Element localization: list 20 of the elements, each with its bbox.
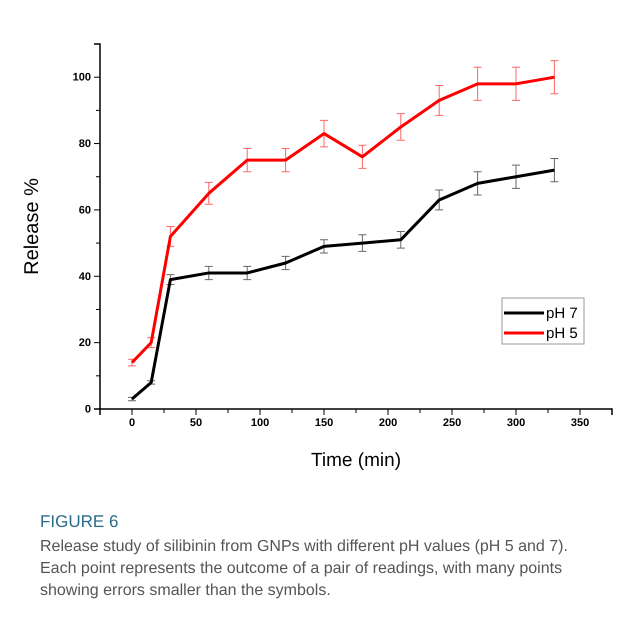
x-tick-label: 0 <box>128 416 136 429</box>
x-tick-label: 300 <box>506 416 526 429</box>
x-tick-label: 50 <box>190 416 202 429</box>
x-tick-label: 250 <box>442 416 462 429</box>
y-tick-label: 40 <box>78 270 91 283</box>
legend-label: pH 7 <box>546 305 578 322</box>
y-tick-label: 60 <box>78 204 91 216</box>
x-tick-label: 200 <box>378 416 398 429</box>
y-tick-label: 20 <box>78 337 91 350</box>
caption: FIGURE 6 <box>40 512 118 532</box>
y-tick-label: 0 <box>84 404 91 416</box>
x-axis-title: Time (min) <box>310 450 402 471</box>
x-tick-label: 100 <box>250 416 270 429</box>
x-tick-label: 350 <box>570 416 590 429</box>
x-tick-label: 150 <box>314 416 334 429</box>
legend-label: pH 5 <box>546 325 578 342</box>
y-axis-title: Release % <box>21 178 43 275</box>
y-tick-label: 100 <box>72 72 91 84</box>
text: Release study of silibinin from GNPs with different pH values (pH 5 and 7). Each point represents the outcome of a pair of readings, with many points showing errors smaller than the symbols. <box>40 537 569 601</box>
y-tick-label: 80 <box>78 138 91 150</box>
